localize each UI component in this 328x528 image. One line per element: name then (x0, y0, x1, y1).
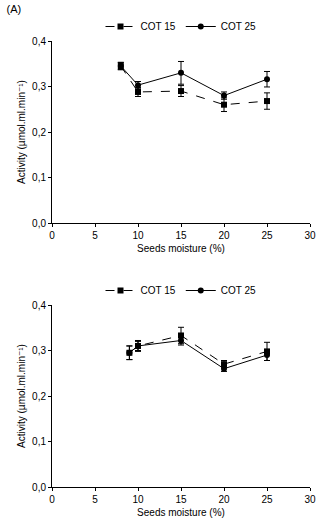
svg-text:0,1: 0,1 (32, 172, 46, 183)
svg-text:Activity (µmol.ml.min⁻¹): Activity (µmol.ml.min⁻¹) (16, 80, 27, 184)
svg-text:30: 30 (304, 230, 316, 241)
svg-text:25: 25 (261, 230, 273, 241)
svg-text:Seeds moisture (%): Seeds moisture (%) (137, 243, 225, 254)
svg-text:0: 0 (49, 494, 55, 505)
svg-text:0,0: 0,0 (32, 218, 46, 229)
svg-text:COT 15: COT 15 (141, 21, 176, 32)
svg-text:20: 20 (218, 494, 230, 505)
svg-text:5: 5 (92, 494, 98, 505)
svg-text:30: 30 (304, 494, 316, 505)
svg-text:0,2: 0,2 (32, 391, 46, 402)
svg-text:0,4: 0,4 (32, 36, 46, 47)
svg-text:0,3: 0,3 (32, 345, 46, 356)
svg-text:0,0: 0,0 (32, 482, 46, 493)
svg-text:0,2: 0,2 (32, 127, 46, 138)
svg-text:0,3: 0,3 (32, 81, 46, 92)
svg-text:(A): (A) (7, 3, 22, 15)
svg-text:0,4: 0,4 (32, 300, 46, 311)
svg-text:15: 15 (175, 494, 187, 505)
svg-text:0: 0 (49, 230, 55, 241)
svg-text:20: 20 (218, 230, 230, 241)
svg-text:10: 10 (132, 494, 144, 505)
svg-text:25: 25 (261, 494, 273, 505)
svg-text:COT 25: COT 25 (221, 285, 256, 296)
svg-text:COT 15: COT 15 (141, 285, 176, 296)
svg-text:15: 15 (175, 230, 187, 241)
svg-text:10: 10 (132, 230, 144, 241)
svg-text:5: 5 (92, 230, 98, 241)
svg-text:Activity (µmol.ml.min⁻¹): Activity (µmol.ml.min⁻¹) (16, 344, 27, 448)
svg-text:Seeds moisture (%): Seeds moisture (%) (137, 507, 225, 518)
svg-text:0,1: 0,1 (32, 436, 46, 447)
svg-text:COT 25: COT 25 (221, 21, 256, 32)
